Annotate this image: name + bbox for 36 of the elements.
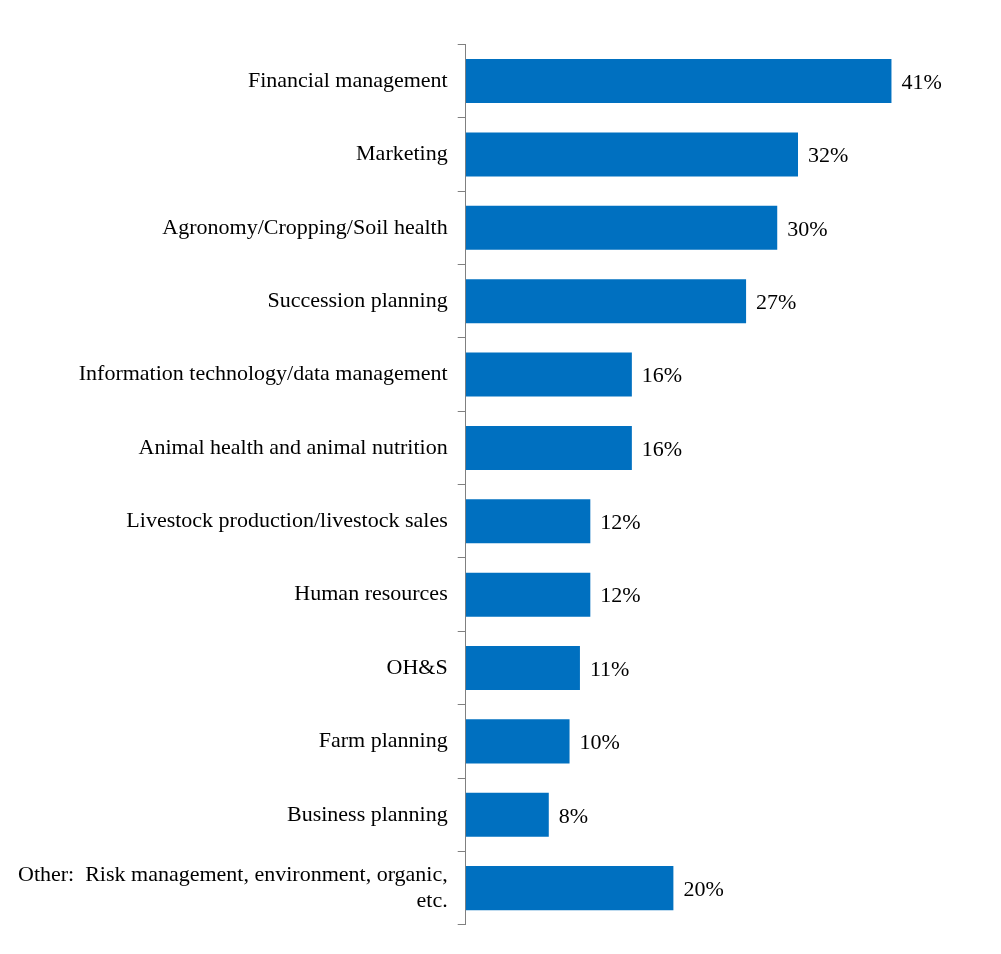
data-label: 8% [558,802,589,828]
y-tick-label: OH&S [386,653,448,679]
bar [465,279,747,324]
bar [465,646,580,691]
data-label: 10% [579,729,620,755]
bar [465,205,778,250]
data-label: 16% [641,362,683,388]
data-label: 12% [600,509,641,535]
data-label: 16% [641,435,683,461]
bar [465,352,632,397]
y-tick-label: Other: Risk management, environment, organic, etc. [17,860,448,913]
y-tick-label: Financial management [247,66,448,92]
bar [465,59,892,104]
data-label: 30% [787,215,828,241]
data-label: 41% [901,68,942,94]
bar [465,866,674,911]
bar [465,792,549,837]
y-tick-label: Farm planning [318,727,448,753]
y-tick-label: Succession planning [267,286,448,312]
bar [465,572,591,617]
y-tick-label: Animal health and animal nutrition [138,433,448,459]
y-tick-label: Information technology/data management [78,360,448,386]
data-label: 12% [600,582,641,608]
y-tick-label: Livestock production/livestock sales [126,507,448,533]
y-tick-label: Business planning [286,800,448,826]
y-tick-label: Marketing [356,140,448,166]
bar [465,425,632,470]
y-tick-label: Human resources [294,580,448,606]
data-label: 11% [589,655,630,681]
bar [465,719,570,764]
y-tick-label: Agronomy/Cropping/Soil health [162,213,448,239]
bar [465,499,591,544]
data-label: 27% [756,288,797,314]
data-label: 32% [808,142,849,168]
bar [465,132,799,177]
data-label: 20% [683,875,724,901]
